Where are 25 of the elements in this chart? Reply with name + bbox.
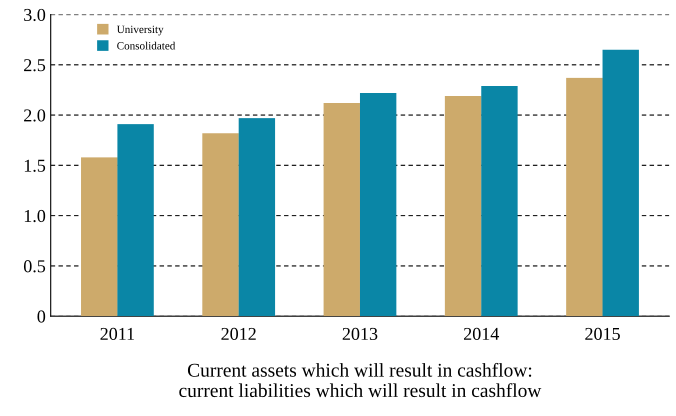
bar <box>481 86 518 316</box>
bar <box>238 118 276 316</box>
y-tick-label: 2.0 <box>24 109 46 122</box>
x-tick-label: 2014 <box>464 328 500 340</box>
bar <box>202 133 239 316</box>
y-tick-label: 1.0 <box>24 210 46 222</box>
y-tick-label: 0 <box>38 310 46 323</box>
x-tick-label: 2015 <box>585 328 620 340</box>
bar <box>81 157 118 316</box>
y-tick-label: 3.0 <box>24 8 46 22</box>
bar <box>444 96 482 316</box>
bar <box>117 124 154 316</box>
bar <box>566 78 603 316</box>
legend-label: Consolidated <box>117 42 176 50</box>
y-tick-label: 2.5 <box>24 59 46 72</box>
y-tick-label: 0.5 <box>24 260 46 272</box>
bar <box>360 92 396 316</box>
x-tick-label: 2013 <box>342 328 378 340</box>
x-axis-title: Current assets which will result in cashflow: current liabilities which will result in cashflow <box>179 362 542 398</box>
bar <box>324 103 360 316</box>
bar <box>602 50 639 316</box>
x-tick-label: 2012 <box>221 328 256 340</box>
x-tick-label: 2011 <box>100 328 134 340</box>
legend-label: University <box>116 26 164 36</box>
y-tick-label: 1.5 <box>24 160 46 172</box>
